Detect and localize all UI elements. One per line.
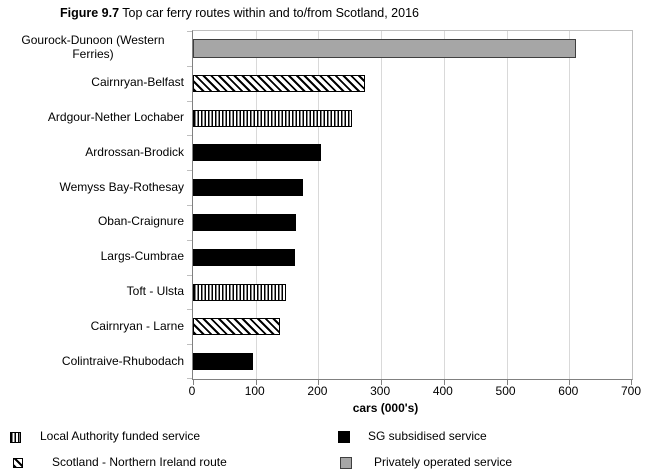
category-label: Ardrossan-Brodick bbox=[85, 144, 184, 159]
category-label: Gourock-Dunoon (Western Ferries) bbox=[21, 33, 165, 62]
gridline bbox=[569, 31, 571, 379]
category-label: Ardgour-Nether Lochaber bbox=[47, 110, 184, 124]
bar bbox=[193, 144, 321, 162]
x-axis-tick-mark bbox=[381, 380, 383, 385]
legend-swatch-diagonal-hatch bbox=[13, 458, 23, 468]
y-axis-tick-mark bbox=[187, 275, 192, 276]
x-axis-tick-mark bbox=[193, 380, 194, 385]
y-axis-tick-mark bbox=[187, 170, 192, 171]
gridline bbox=[381, 31, 383, 379]
y-axis-tick-mark bbox=[187, 31, 192, 32]
bar bbox=[193, 179, 303, 197]
gridline bbox=[318, 31, 320, 379]
bar bbox=[193, 38, 576, 58]
legend-label: SG subsidised service bbox=[368, 429, 487, 443]
x-tick-label: 200 bbox=[307, 384, 328, 398]
x-tick-label: 0 bbox=[188, 384, 196, 398]
legend-label: Privately operated service bbox=[374, 455, 513, 469]
figure-title-text: Top car ferry routes within and to/from … bbox=[122, 6, 419, 20]
legend-swatch-vertical-hatch bbox=[10, 432, 21, 443]
bar bbox=[193, 283, 286, 301]
x-axis-title: cars (000's) bbox=[352, 401, 419, 415]
y-axis-tick-mark bbox=[187, 344, 192, 345]
x-tick-label: 400 bbox=[432, 384, 453, 398]
bar bbox=[193, 353, 254, 371]
x-axis-tick-mark bbox=[443, 380, 445, 385]
y-axis-tick-mark bbox=[187, 240, 192, 241]
y-axis-tick-mark bbox=[187, 135, 192, 136]
x-axis-tick-mark bbox=[318, 380, 320, 385]
category-label: Cairnryan - Larne bbox=[90, 318, 184, 333]
category-label: Largs-Cumbrae bbox=[100, 249, 184, 264]
figure-number: Figure 9.7 bbox=[60, 6, 120, 20]
x-tick-label: 600 bbox=[558, 384, 579, 398]
plot-area bbox=[187, 30, 633, 385]
legend-label: Scotland - Northern Ireland route bbox=[52, 455, 227, 469]
x-axis-tick-mark bbox=[506, 380, 508, 385]
y-axis-tick-mark bbox=[187, 378, 192, 379]
category-label: Wemyss Bay-Rothesay bbox=[59, 179, 184, 194]
y-axis-tick-mark bbox=[187, 101, 192, 102]
bar bbox=[193, 109, 352, 127]
bar bbox=[193, 74, 366, 92]
legend-swatch-solid-gray bbox=[340, 457, 352, 469]
x-tick-label: 300 bbox=[370, 384, 391, 398]
bar bbox=[193, 318, 280, 336]
x-axis-tick-labels: 0 100 200 300 400 500 600 700 bbox=[188, 384, 641, 398]
category-label: Colintraive-Rhubodach bbox=[61, 353, 184, 368]
category-label: Toft - Ulsta bbox=[126, 284, 184, 298]
legend-swatch-solid-black bbox=[338, 431, 350, 443]
category-axis-labels: Gourock-Dunoon (Western Ferries) Cairnrya… bbox=[0, 30, 186, 378]
category-label: Cairnryan-Belfast bbox=[91, 75, 184, 90]
y-axis-tick-mark bbox=[187, 66, 192, 67]
x-axis-tick-mark bbox=[255, 380, 257, 385]
x-tick-label: 700 bbox=[620, 384, 642, 398]
x-axis-tick-mark bbox=[631, 380, 632, 385]
bar bbox=[193, 213, 297, 231]
legend: Local Authority funded service Scotland -… bbox=[0, 425, 648, 476]
gridline bbox=[506, 31, 508, 379]
x-axis-tick-mark bbox=[569, 380, 571, 385]
figure-title: Figure 9.7 Top car ferry routes within a… bbox=[60, 6, 419, 20]
gridline bbox=[255, 31, 257, 379]
y-axis-tick-mark bbox=[187, 205, 192, 206]
y-axis-tick-mark bbox=[187, 309, 192, 310]
x-tick-label: 500 bbox=[495, 384, 516, 398]
legend-label: Local Authority funded service bbox=[40, 429, 201, 443]
x-tick-label: 100 bbox=[244, 384, 265, 398]
gridline bbox=[443, 31, 445, 379]
category-label: Oban-Craignure bbox=[97, 214, 184, 229]
bar bbox=[193, 248, 296, 266]
